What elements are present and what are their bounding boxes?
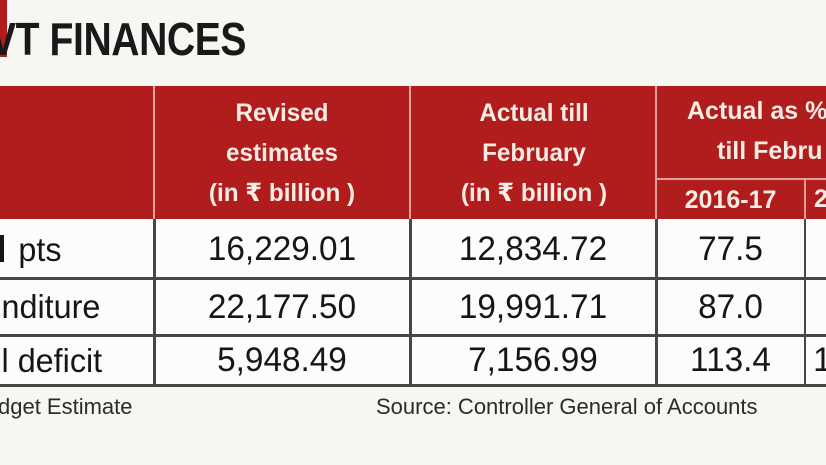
cropped-letter-fragment: [0, 235, 4, 262]
cell-pct-next-partial: [807, 280, 826, 334]
header-subcolumn-divider: [804, 179, 806, 219]
footnote: dget Estimate: [0, 394, 133, 419]
row-label: nditure: [1, 288, 101, 325]
header-actual-as-pct-line1: Actual as %: [687, 97, 826, 125]
header-year-2016-17: 2016-17: [684, 185, 777, 214]
header-actual-as-pct-line2: till Febru: [717, 137, 823, 165]
table-body-background: [0, 219, 826, 384]
table-column-divider: [409, 219, 412, 385]
row-label: l deficit: [1, 341, 103, 379]
cell-pct-2016-17: 87.0: [698, 287, 763, 326]
table-row-divider: [0, 334, 826, 337]
table-row: nditure 22,177.50 19,991.71 87.0: [0, 280, 826, 334]
header-revised-estimates: Revised estimates (in ₹ billion ): [208, 98, 356, 207]
header-divider: [153, 86, 155, 219]
source-credit: Source: Controller General of Accounts: [376, 394, 758, 419]
table-row-divider: [0, 277, 826, 280]
cell-pct-next-partial: 1: [807, 337, 826, 384]
cell-actual-till-february: 12,834.72: [458, 230, 608, 268]
table-row: pts 16,229.01 12,834.72 77.5: [0, 222, 826, 277]
table-header: Revised estimates (in ₹ billion ) Actual…: [0, 86, 826, 219]
red-accent-bar: [0, 0, 7, 57]
header-year-next-partial: 2: [814, 185, 826, 213]
table-column-divider: [153, 219, 156, 385]
cell-actual-till-february: 7,156.99: [468, 341, 598, 379]
cell-actual-till-february: 19,991.71: [458, 287, 608, 326]
header-actual-till-february: Actual till February (in ₹ billion ): [460, 98, 608, 207]
cell-revised-estimates: 22,177.50: [207, 287, 357, 326]
table-column-divider: [655, 219, 658, 385]
table-bottom-border: [0, 384, 826, 387]
table-column-divider: [804, 219, 806, 385]
cell-revised-estimates: 16,229.01: [207, 230, 357, 268]
table-row: l deficit 5,948.49 7,156.99 113.4 1: [0, 337, 826, 384]
cell-pct-2016-17: 77.5: [698, 230, 763, 268]
cell-revised-estimates: 5,948.49: [217, 341, 347, 379]
cell-pct-next-partial: [807, 222, 826, 277]
header-divider: [409, 86, 411, 219]
header-divider: [655, 86, 657, 219]
page-title: VT FINANCES: [0, 13, 247, 65]
row-label: pts: [18, 230, 62, 268]
cell-pct-2016-17: 113.4: [690, 341, 771, 379]
header-subrow-divider: [656, 178, 826, 180]
